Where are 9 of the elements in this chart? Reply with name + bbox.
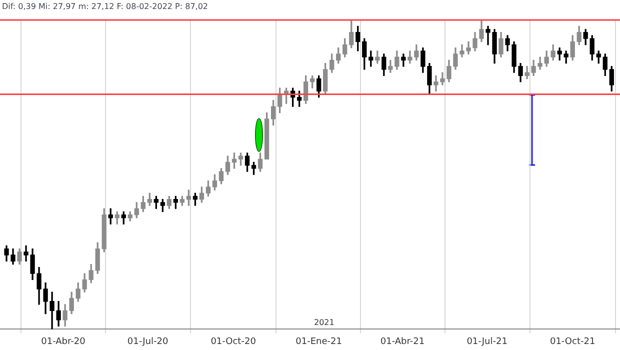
x-tick-label: 01-Ene-21 bbox=[296, 336, 342, 347]
x-tick-label: 01-Jul-20 bbox=[127, 336, 168, 347]
x-tick-label: 01-Abr-20 bbox=[41, 336, 86, 347]
annotation: 2021 bbox=[314, 318, 334, 327]
x-tick-label: 01-Abr-21 bbox=[380, 336, 425, 347]
x-tick-label: 01-Oct-21 bbox=[550, 336, 596, 347]
text: Dif: 0,39 Mi: 27,97 m: 27,12 F: 08-02-2022 P: 87,02 bbox=[2, 2, 208, 11]
x-tick-label: 01-Jul-21 bbox=[466, 336, 508, 347]
x-tick-label: 01-Oct-20 bbox=[210, 336, 256, 347]
